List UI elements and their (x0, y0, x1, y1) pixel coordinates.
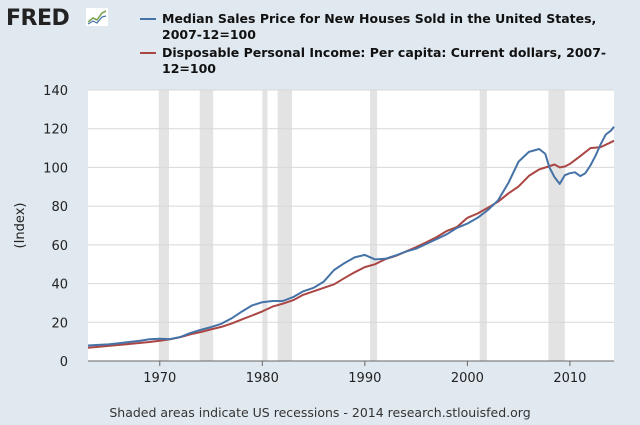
legend-swatch (140, 18, 156, 20)
y-tick-label: 0 (60, 355, 68, 370)
y-tick-label: 80 (51, 200, 68, 215)
series-line-house-price (87, 126, 615, 347)
recession-band (548, 90, 565, 361)
chart-legend: Median Sales Price for New Houses Sold i… (140, 11, 630, 79)
x-tick-label: 2000 (451, 371, 484, 386)
plot-area (88, 90, 614, 361)
fred-logo: FRED (6, 6, 70, 31)
y-tick-label: 60 (51, 239, 68, 254)
footer-note: Shaded areas indicate US recessions - 20… (109, 405, 531, 420)
series-line-disposable-income (87, 139, 615, 349)
recession-band (277, 90, 293, 361)
recession-band (479, 90, 487, 361)
legend-label: Disposable Personal Income: Per capita: … (162, 45, 607, 76)
y-tick-label: 140 (43, 84, 68, 99)
legend-swatch (140, 52, 156, 54)
legend-entry: Disposable Personal Income: Per capita: … (140, 45, 630, 76)
legend-label: Median Sales Price for New Houses Sold i… (162, 11, 597, 42)
fred-graph-icon (86, 8, 108, 26)
x-tick-label: 1990 (348, 371, 381, 386)
y-tick-label: 100 (43, 161, 68, 176)
y-axis-label: (Index) (13, 203, 28, 249)
y-tick-label: 120 (43, 123, 68, 138)
recession-band (158, 90, 170, 361)
recession-band (199, 90, 214, 361)
chart-canvas: 0 20 40 60 80 100 120 140 1970 1980 1990 2000 2010 (I… (13, 84, 615, 386)
x-tick-label: 1970 (143, 371, 176, 386)
y-tick-label: 40 (51, 278, 68, 293)
x-tick-label: 1980 (246, 371, 279, 386)
legend-entry: Median Sales Price for New Houses Sold i… (140, 11, 630, 42)
y-tick-label: 20 (51, 316, 68, 331)
recession-band (262, 90, 268, 361)
x-tick-label: 2010 (553, 371, 586, 386)
recession-band (369, 90, 378, 361)
